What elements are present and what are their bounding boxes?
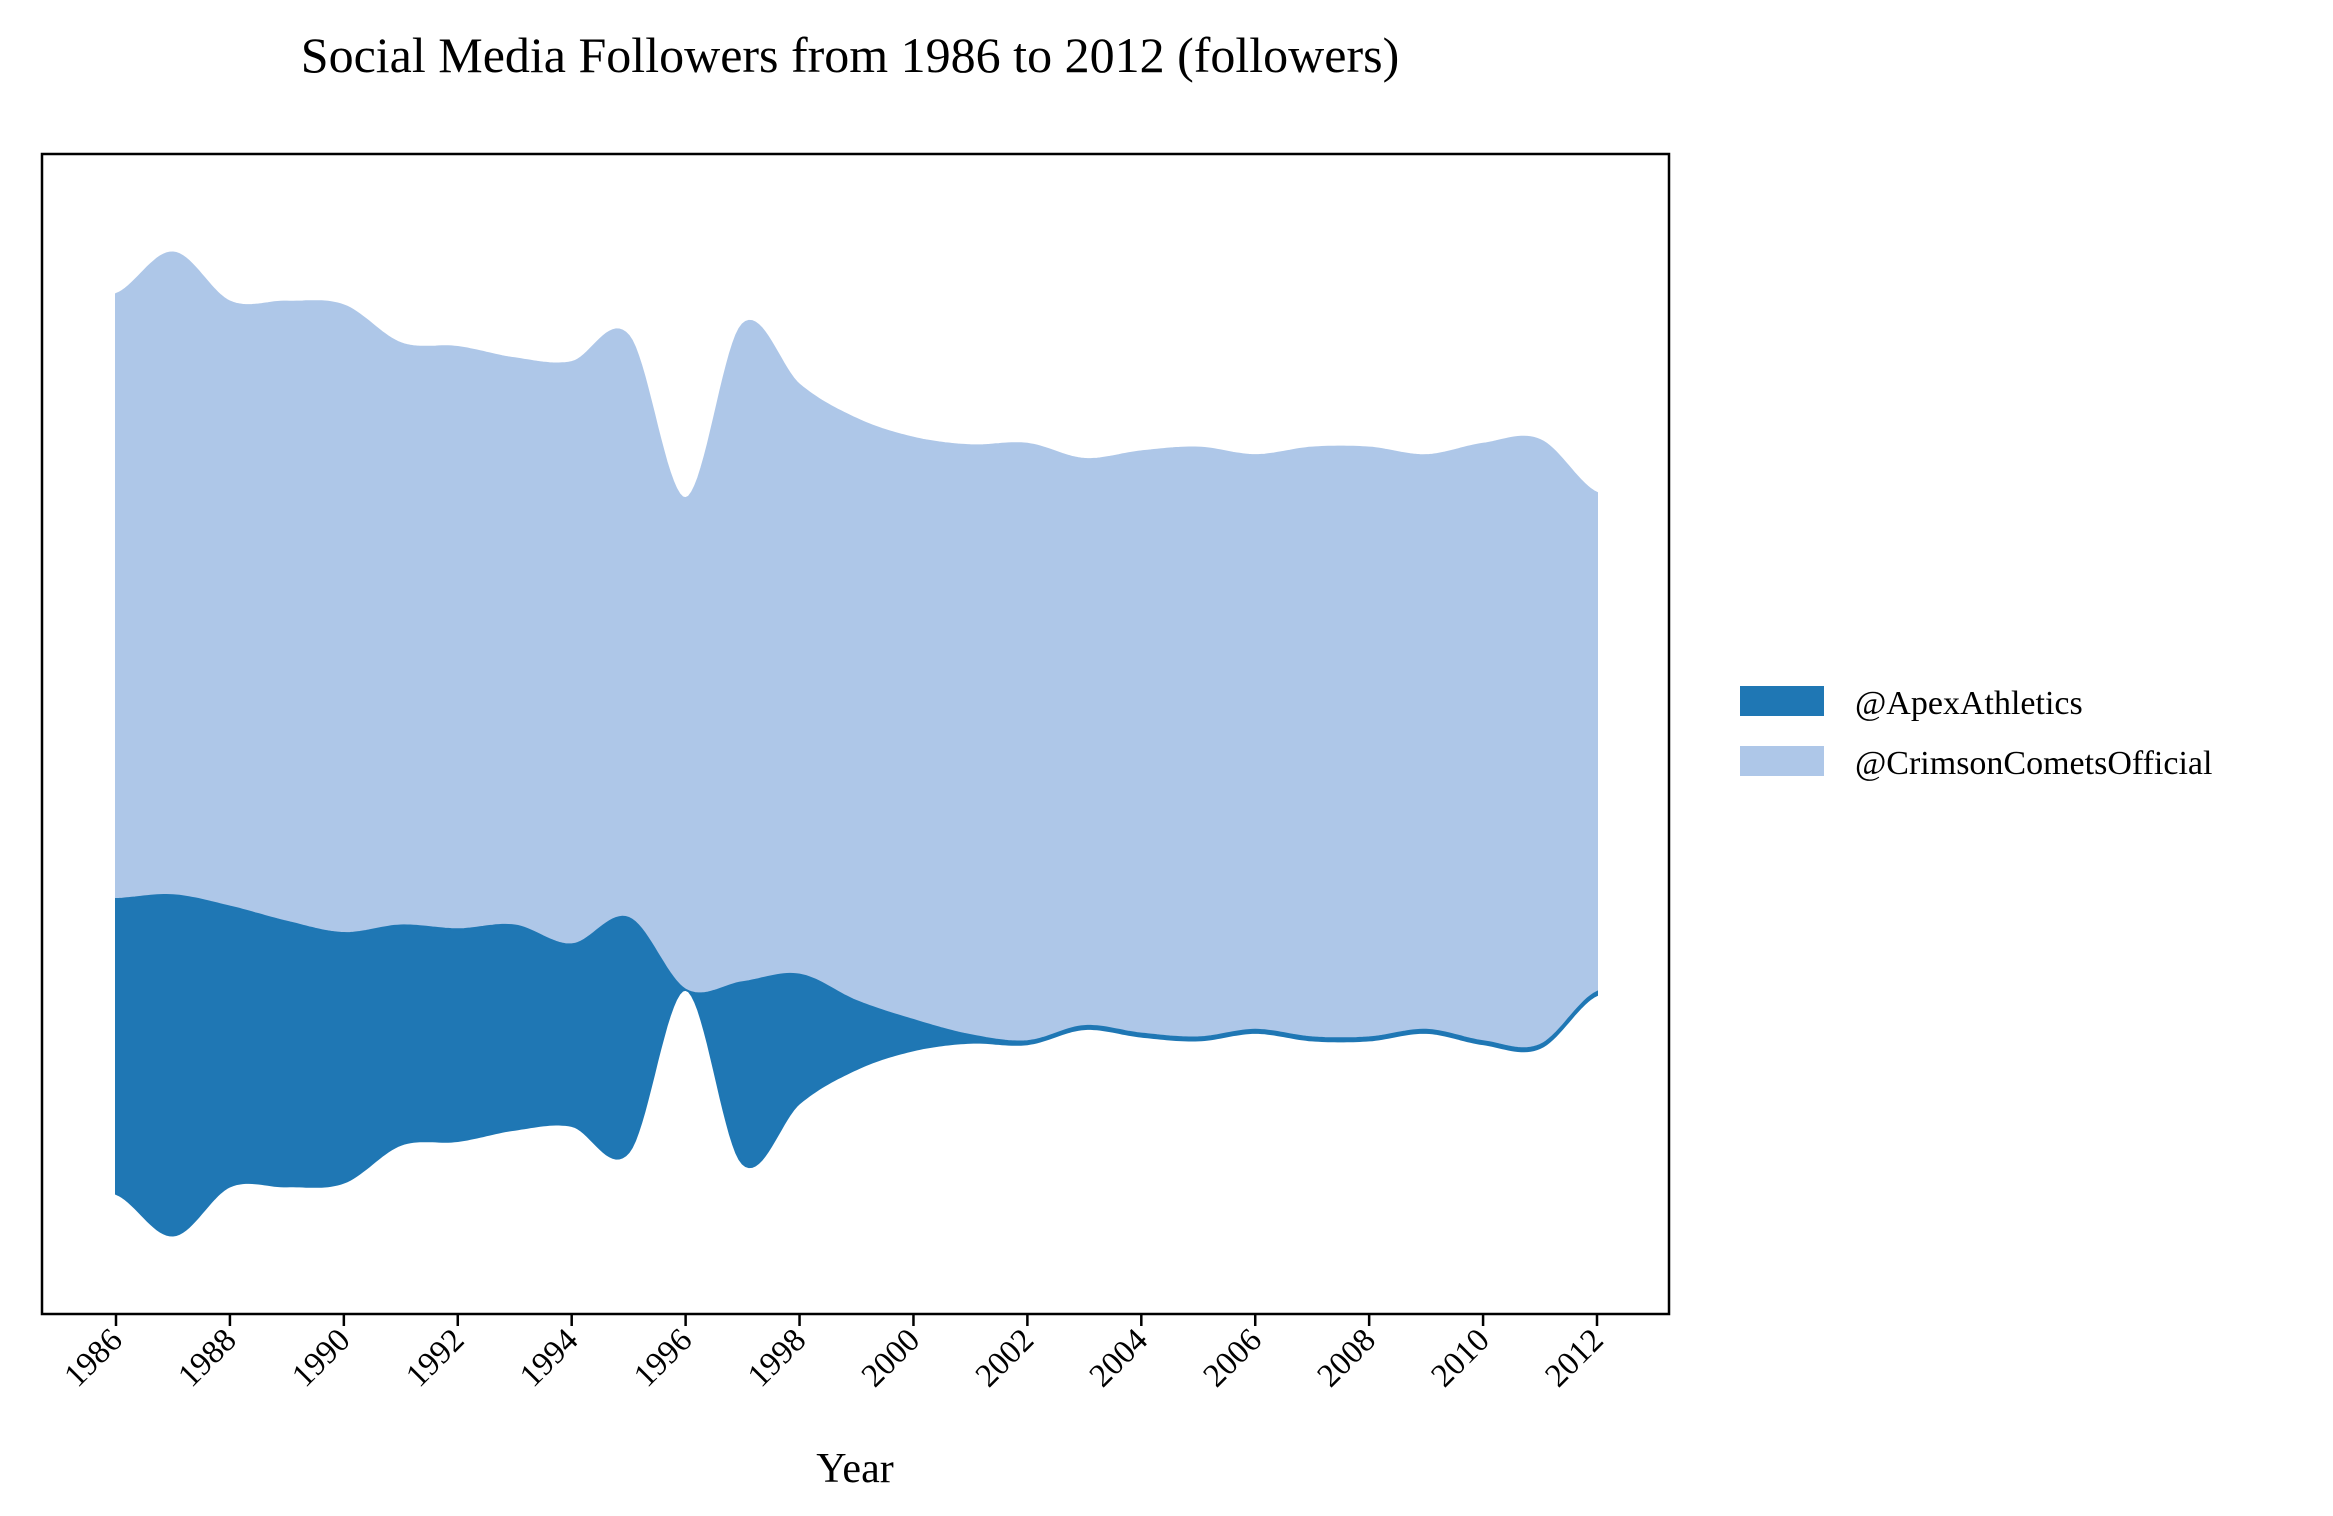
x-tick-label: 1988 <box>171 1322 243 1394</box>
x-tick-label: 2006 <box>1197 1322 1269 1394</box>
x-tick-label: 2010 <box>1425 1322 1497 1394</box>
legend-swatch-apexathletics <box>1740 686 1824 716</box>
x-tick-label: 1986 <box>58 1322 130 1394</box>
stream-apexathletics <box>115 894 1598 1237</box>
x-axis-label: Year <box>816 1446 893 1492</box>
plot-area <box>40 152 1671 1316</box>
legend-label-apexathletics: @ApexAthletics <box>1855 685 2083 722</box>
x-tick-label: 1998 <box>741 1322 813 1394</box>
plot-frame <box>40 152 1671 1316</box>
x-axis: 1986 1988 1990 1992 1994 1996 1998 2000 2002 2004… <box>58 1314 1611 1394</box>
stream-layers <box>115 251 1598 1237</box>
chart-title: Social Media Followers from 1986 to 2012… <box>301 27 1399 83</box>
legend-swatch-crimsoncometsofficial <box>1740 746 1824 776</box>
x-tick-label: 2012 <box>1539 1322 1611 1394</box>
x-tick-label: 1992 <box>399 1322 471 1394</box>
x-tick-label: 2000 <box>855 1322 927 1394</box>
x-tick-label: 1994 <box>513 1322 585 1394</box>
x-tick-label: 2004 <box>1083 1322 1155 1394</box>
x-tick-label: 2002 <box>969 1322 1041 1394</box>
stream-crimsoncometsofficial <box>115 251 1598 1050</box>
x-tick-label: 1990 <box>285 1322 357 1394</box>
x-tick-label: 1996 <box>627 1322 699 1394</box>
legend-label-crimsoncometsofficial: @CrimsonCometsOfficial <box>1855 745 2212 782</box>
legend: @ApexAthletics @CrimsonCometsOfficial <box>1740 685 2212 782</box>
x-tick-label: 2008 <box>1311 1322 1383 1394</box>
